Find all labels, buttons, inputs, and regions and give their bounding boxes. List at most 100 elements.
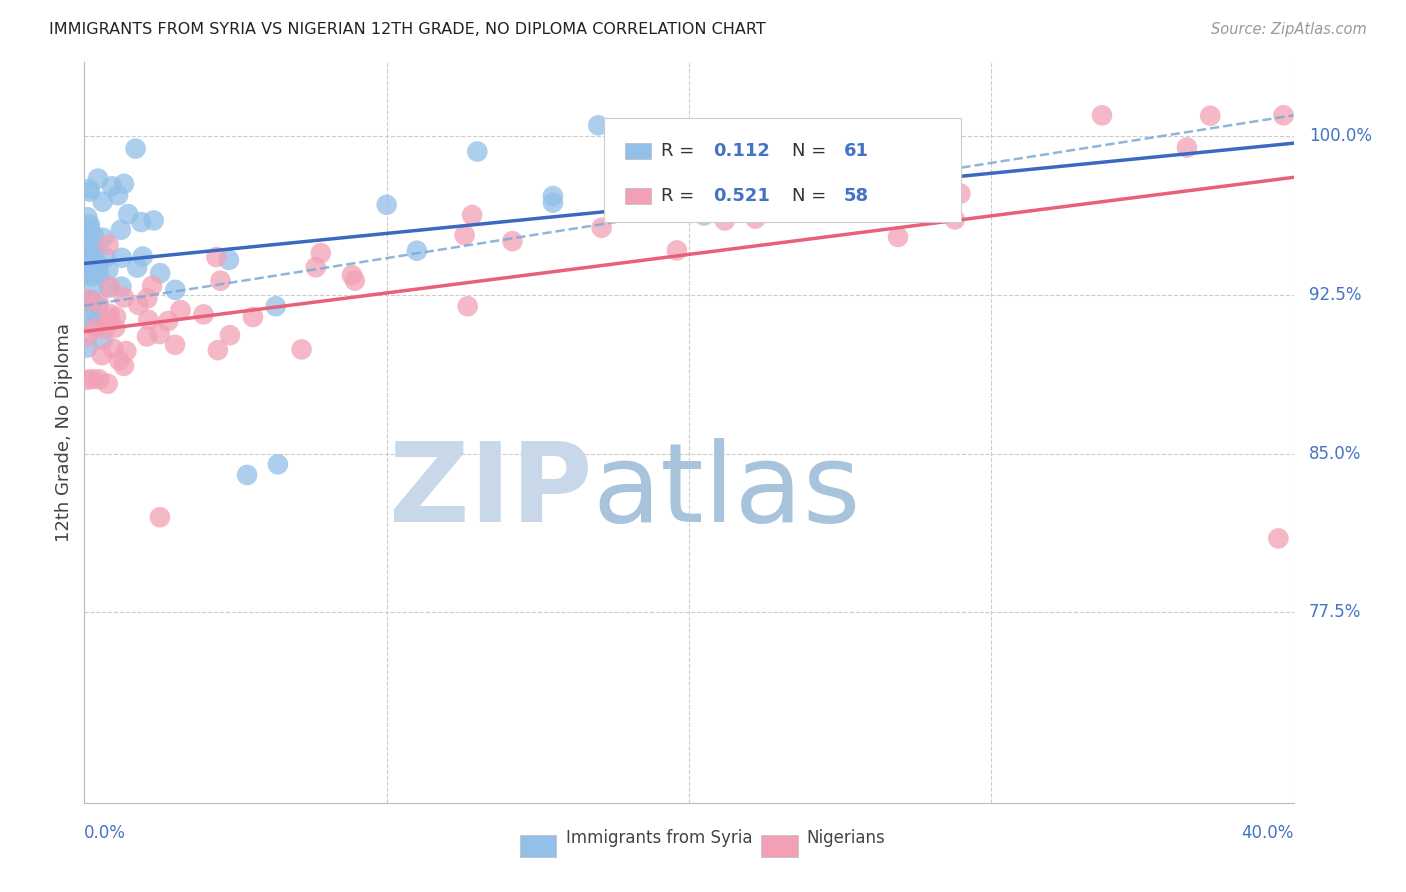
Point — [97, 237, 120, 252]
Point — [87, 260, 110, 274]
Text: ZIP: ZIP — [389, 438, 592, 545]
Point — [149, 266, 172, 280]
FancyBboxPatch shape — [762, 835, 797, 857]
Point — [112, 291, 135, 305]
Point — [591, 220, 613, 235]
Point — [207, 343, 229, 358]
FancyBboxPatch shape — [624, 143, 651, 160]
FancyBboxPatch shape — [624, 187, 651, 204]
Point — [169, 303, 191, 318]
Point — [501, 234, 523, 248]
Point — [117, 207, 139, 221]
Text: R =: R = — [661, 143, 700, 161]
Point — [97, 280, 120, 294]
Point — [949, 186, 972, 201]
Text: 85.0%: 85.0% — [1309, 445, 1361, 463]
FancyBboxPatch shape — [605, 118, 962, 221]
Point — [76, 341, 98, 355]
Text: R =: R = — [661, 186, 700, 204]
Text: 0.521: 0.521 — [713, 186, 770, 204]
Point — [267, 458, 290, 472]
Point — [887, 230, 910, 244]
Point — [87, 268, 110, 282]
Point — [87, 300, 110, 314]
Point — [136, 329, 159, 343]
Point — [79, 221, 101, 235]
Point — [738, 195, 761, 210]
Point — [101, 179, 124, 194]
Point — [149, 510, 172, 524]
Point — [80, 256, 103, 270]
Point — [136, 312, 159, 326]
Point — [83, 265, 105, 279]
Text: 58: 58 — [844, 186, 869, 204]
Point — [87, 171, 110, 186]
Point — [100, 280, 122, 294]
Text: IMMIGRANTS FROM SYRIA VS NIGERIAN 12TH GRADE, NO DIPLOMA CORRELATION CHART: IMMIGRANTS FROM SYRIA VS NIGERIAN 12TH G… — [49, 22, 766, 37]
Point — [91, 194, 114, 209]
Text: Source: ZipAtlas.com: Source: ZipAtlas.com — [1211, 22, 1367, 37]
Point — [94, 322, 117, 336]
Point — [80, 293, 103, 307]
Point — [1199, 109, 1222, 123]
Point — [87, 372, 110, 386]
Point — [79, 218, 101, 232]
Text: Immigrants from Syria: Immigrants from Syria — [565, 829, 752, 847]
Point — [219, 328, 242, 343]
Point — [77, 236, 100, 251]
Point — [79, 294, 101, 309]
Point — [112, 359, 135, 373]
Point — [209, 274, 232, 288]
Point — [86, 257, 108, 271]
Point — [105, 310, 128, 324]
Text: 40.0%: 40.0% — [1241, 824, 1294, 842]
Point — [132, 250, 155, 264]
Point — [83, 246, 105, 260]
Text: 92.5%: 92.5% — [1309, 286, 1361, 304]
Point — [461, 208, 484, 222]
FancyBboxPatch shape — [520, 835, 555, 857]
Point — [943, 212, 966, 227]
Point — [87, 295, 110, 310]
Text: 61: 61 — [844, 143, 869, 161]
Text: 0.0%: 0.0% — [84, 824, 127, 842]
Point — [76, 330, 98, 344]
Point — [205, 250, 228, 264]
Point — [714, 213, 737, 227]
Text: 100.0%: 100.0% — [1309, 128, 1372, 145]
Point — [77, 182, 100, 196]
Point — [744, 211, 766, 226]
Point — [77, 307, 100, 321]
Point — [79, 185, 101, 199]
Point — [110, 279, 132, 293]
Point — [218, 252, 240, 267]
Point — [77, 247, 100, 261]
Point — [97, 262, 120, 277]
Point — [588, 118, 610, 132]
Point — [91, 333, 114, 347]
Point — [98, 312, 121, 326]
Point — [84, 260, 107, 274]
Point — [91, 231, 114, 245]
Point — [127, 298, 149, 312]
Point — [94, 251, 117, 265]
Point — [110, 223, 132, 237]
Point — [82, 261, 104, 276]
Point — [693, 209, 716, 223]
Point — [115, 344, 138, 359]
Point — [82, 372, 104, 386]
Point — [101, 342, 124, 356]
Point — [82, 227, 104, 242]
Text: atlas: atlas — [592, 438, 860, 545]
Text: 77.5%: 77.5% — [1309, 603, 1361, 622]
Text: N =: N = — [792, 186, 832, 204]
Point — [76, 266, 98, 280]
Point — [157, 314, 180, 328]
Point — [107, 188, 129, 202]
Point — [98, 307, 121, 321]
Point — [165, 283, 187, 297]
Point — [76, 373, 98, 387]
Point — [76, 211, 98, 225]
Text: Nigerians: Nigerians — [806, 829, 884, 847]
Point — [142, 213, 165, 227]
